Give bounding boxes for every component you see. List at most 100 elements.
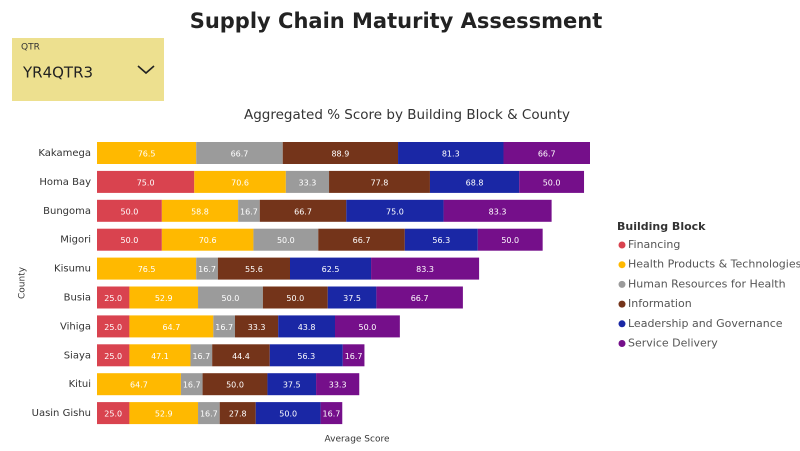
bar-segment[interactable]: [161, 199, 239, 222]
data-label: 33.3: [248, 323, 266, 332]
bar-segment[interactable]: [212, 344, 270, 367]
bar-segment[interactable]: [97, 344, 130, 367]
bar-segment[interactable]: [320, 402, 343, 425]
bar-segment[interactable]: [97, 373, 181, 396]
legend-label[interactable]: Service Delivery: [628, 337, 718, 350]
bar-segment[interactable]: [97, 315, 130, 338]
bar-segment[interactable]: [219, 402, 256, 425]
bar-segment[interactable]: [278, 315, 336, 338]
bar-segment[interactable]: [194, 170, 286, 193]
legend-marker[interactable]: [618, 280, 626, 288]
data-label: 50.0: [121, 207, 139, 216]
bar-segment[interactable]: [371, 257, 480, 280]
bar-segment[interactable]: [335, 315, 400, 338]
bar-segment[interactable]: [190, 344, 213, 367]
chart-title: Aggregated % Score by Building Block & C…: [244, 107, 570, 123]
legend-marker[interactable]: [618, 261, 626, 269]
bar-segment[interactable]: [318, 228, 405, 251]
bar-segment[interactable]: [213, 315, 236, 338]
bar-segment[interactable]: [180, 373, 203, 396]
data-label: 50.0: [501, 236, 519, 245]
bar-segment[interactable]: [327, 286, 377, 309]
bar-segment[interactable]: [129, 315, 214, 338]
bar-segment[interactable]: [202, 373, 268, 396]
bar-segment[interactable]: [238, 199, 260, 222]
bar-segment[interactable]: [289, 257, 372, 280]
bar-segment[interactable]: [97, 170, 195, 193]
y-tick-label: Vihiga: [60, 321, 91, 332]
bar-segment[interactable]: [97, 142, 197, 164]
data-label: 52.9: [155, 294, 173, 303]
data-label: 33.3: [299, 178, 317, 187]
legend-label[interactable]: Human Resources for Health: [628, 277, 786, 290]
data-label: 16.7: [323, 410, 341, 419]
legend-marker[interactable]: [618, 300, 626, 308]
data-label: 25.0: [104, 352, 122, 361]
data-label: 52.9: [155, 410, 173, 419]
bar-segment[interactable]: [477, 228, 543, 251]
bar-segment[interactable]: [97, 402, 130, 425]
bar-segment[interactable]: [329, 170, 430, 193]
legend-label[interactable]: Financing: [628, 238, 680, 251]
data-label: 37.5: [343, 294, 361, 303]
slicer[interactable]: [12, 38, 164, 101]
bar-segment[interactable]: [161, 228, 254, 251]
data-label: 56.3: [432, 236, 450, 245]
bar-segment[interactable]: [316, 373, 360, 396]
bar-segment[interactable]: [342, 344, 365, 367]
data-label: 66.7: [353, 236, 371, 245]
data-label: 25.0: [104, 323, 122, 332]
legend-label[interactable]: Leadership and Governance: [628, 317, 783, 330]
bar-segment[interactable]: [129, 402, 199, 425]
data-label: 47.1: [151, 352, 169, 361]
bar-segment[interactable]: [404, 228, 478, 251]
bar-segment[interactable]: [376, 286, 463, 309]
bar-segment[interactable]: [198, 402, 220, 425]
bar-segment[interactable]: [97, 228, 162, 251]
y-tick-label: Kisumu: [54, 264, 91, 275]
legend-marker[interactable]: [618, 241, 626, 249]
bar-segment[interactable]: [398, 142, 504, 164]
bar-segment[interactable]: [443, 199, 552, 222]
bar-segment[interactable]: [269, 344, 343, 367]
bar-segment[interactable]: [97, 286, 130, 309]
data-label: 16.7: [345, 352, 363, 361]
bar-segment[interactable]: [429, 170, 520, 193]
data-label: 62.5: [322, 265, 340, 274]
dropdown-chevron[interactable]: [137, 65, 155, 75]
bar-segment[interactable]: [255, 402, 321, 425]
legend-title: Building Block: [617, 220, 706, 233]
legend-label[interactable]: Information: [628, 297, 692, 310]
bar-segment[interactable]: [253, 228, 319, 251]
data-label: 77.8: [371, 178, 389, 187]
legend-label[interactable]: Health Products & Technologies: [628, 258, 800, 271]
bar-segment[interactable]: [196, 257, 218, 280]
bar-segment[interactable]: [262, 286, 328, 309]
bar-segment[interactable]: [97, 257, 197, 280]
slicer-value[interactable]: YR4QTR3: [22, 64, 93, 82]
bar-segment[interactable]: [129, 286, 199, 309]
bar-segment[interactable]: [198, 286, 263, 309]
data-label: 56.3: [297, 352, 315, 361]
bar-segment[interactable]: [97, 199, 162, 222]
bar-segment[interactable]: [196, 142, 283, 164]
bar-segment[interactable]: [267, 373, 317, 396]
legend-marker[interactable]: [618, 320, 626, 328]
data-label: 16.7: [192, 352, 210, 361]
legend-marker[interactable]: [618, 340, 626, 347]
bar-segment[interactable]: [519, 170, 585, 193]
data-label: 37.5: [283, 381, 301, 390]
data-label: 58.8: [191, 207, 209, 216]
bar-segment[interactable]: [129, 344, 191, 367]
bar-segment[interactable]: [235, 315, 279, 338]
data-label: 55.6: [245, 265, 263, 274]
data-label: 66.7: [538, 150, 556, 159]
data-label: 50.0: [121, 236, 139, 245]
data-label: 50.0: [279, 410, 297, 419]
bar-segment[interactable]: [259, 199, 347, 222]
bar-segment[interactable]: [285, 170, 330, 193]
bar-segment[interactable]: [217, 257, 290, 280]
bar-segment[interactable]: [282, 142, 399, 164]
bar-segment[interactable]: [346, 199, 444, 222]
bar-segment[interactable]: [503, 142, 590, 164]
